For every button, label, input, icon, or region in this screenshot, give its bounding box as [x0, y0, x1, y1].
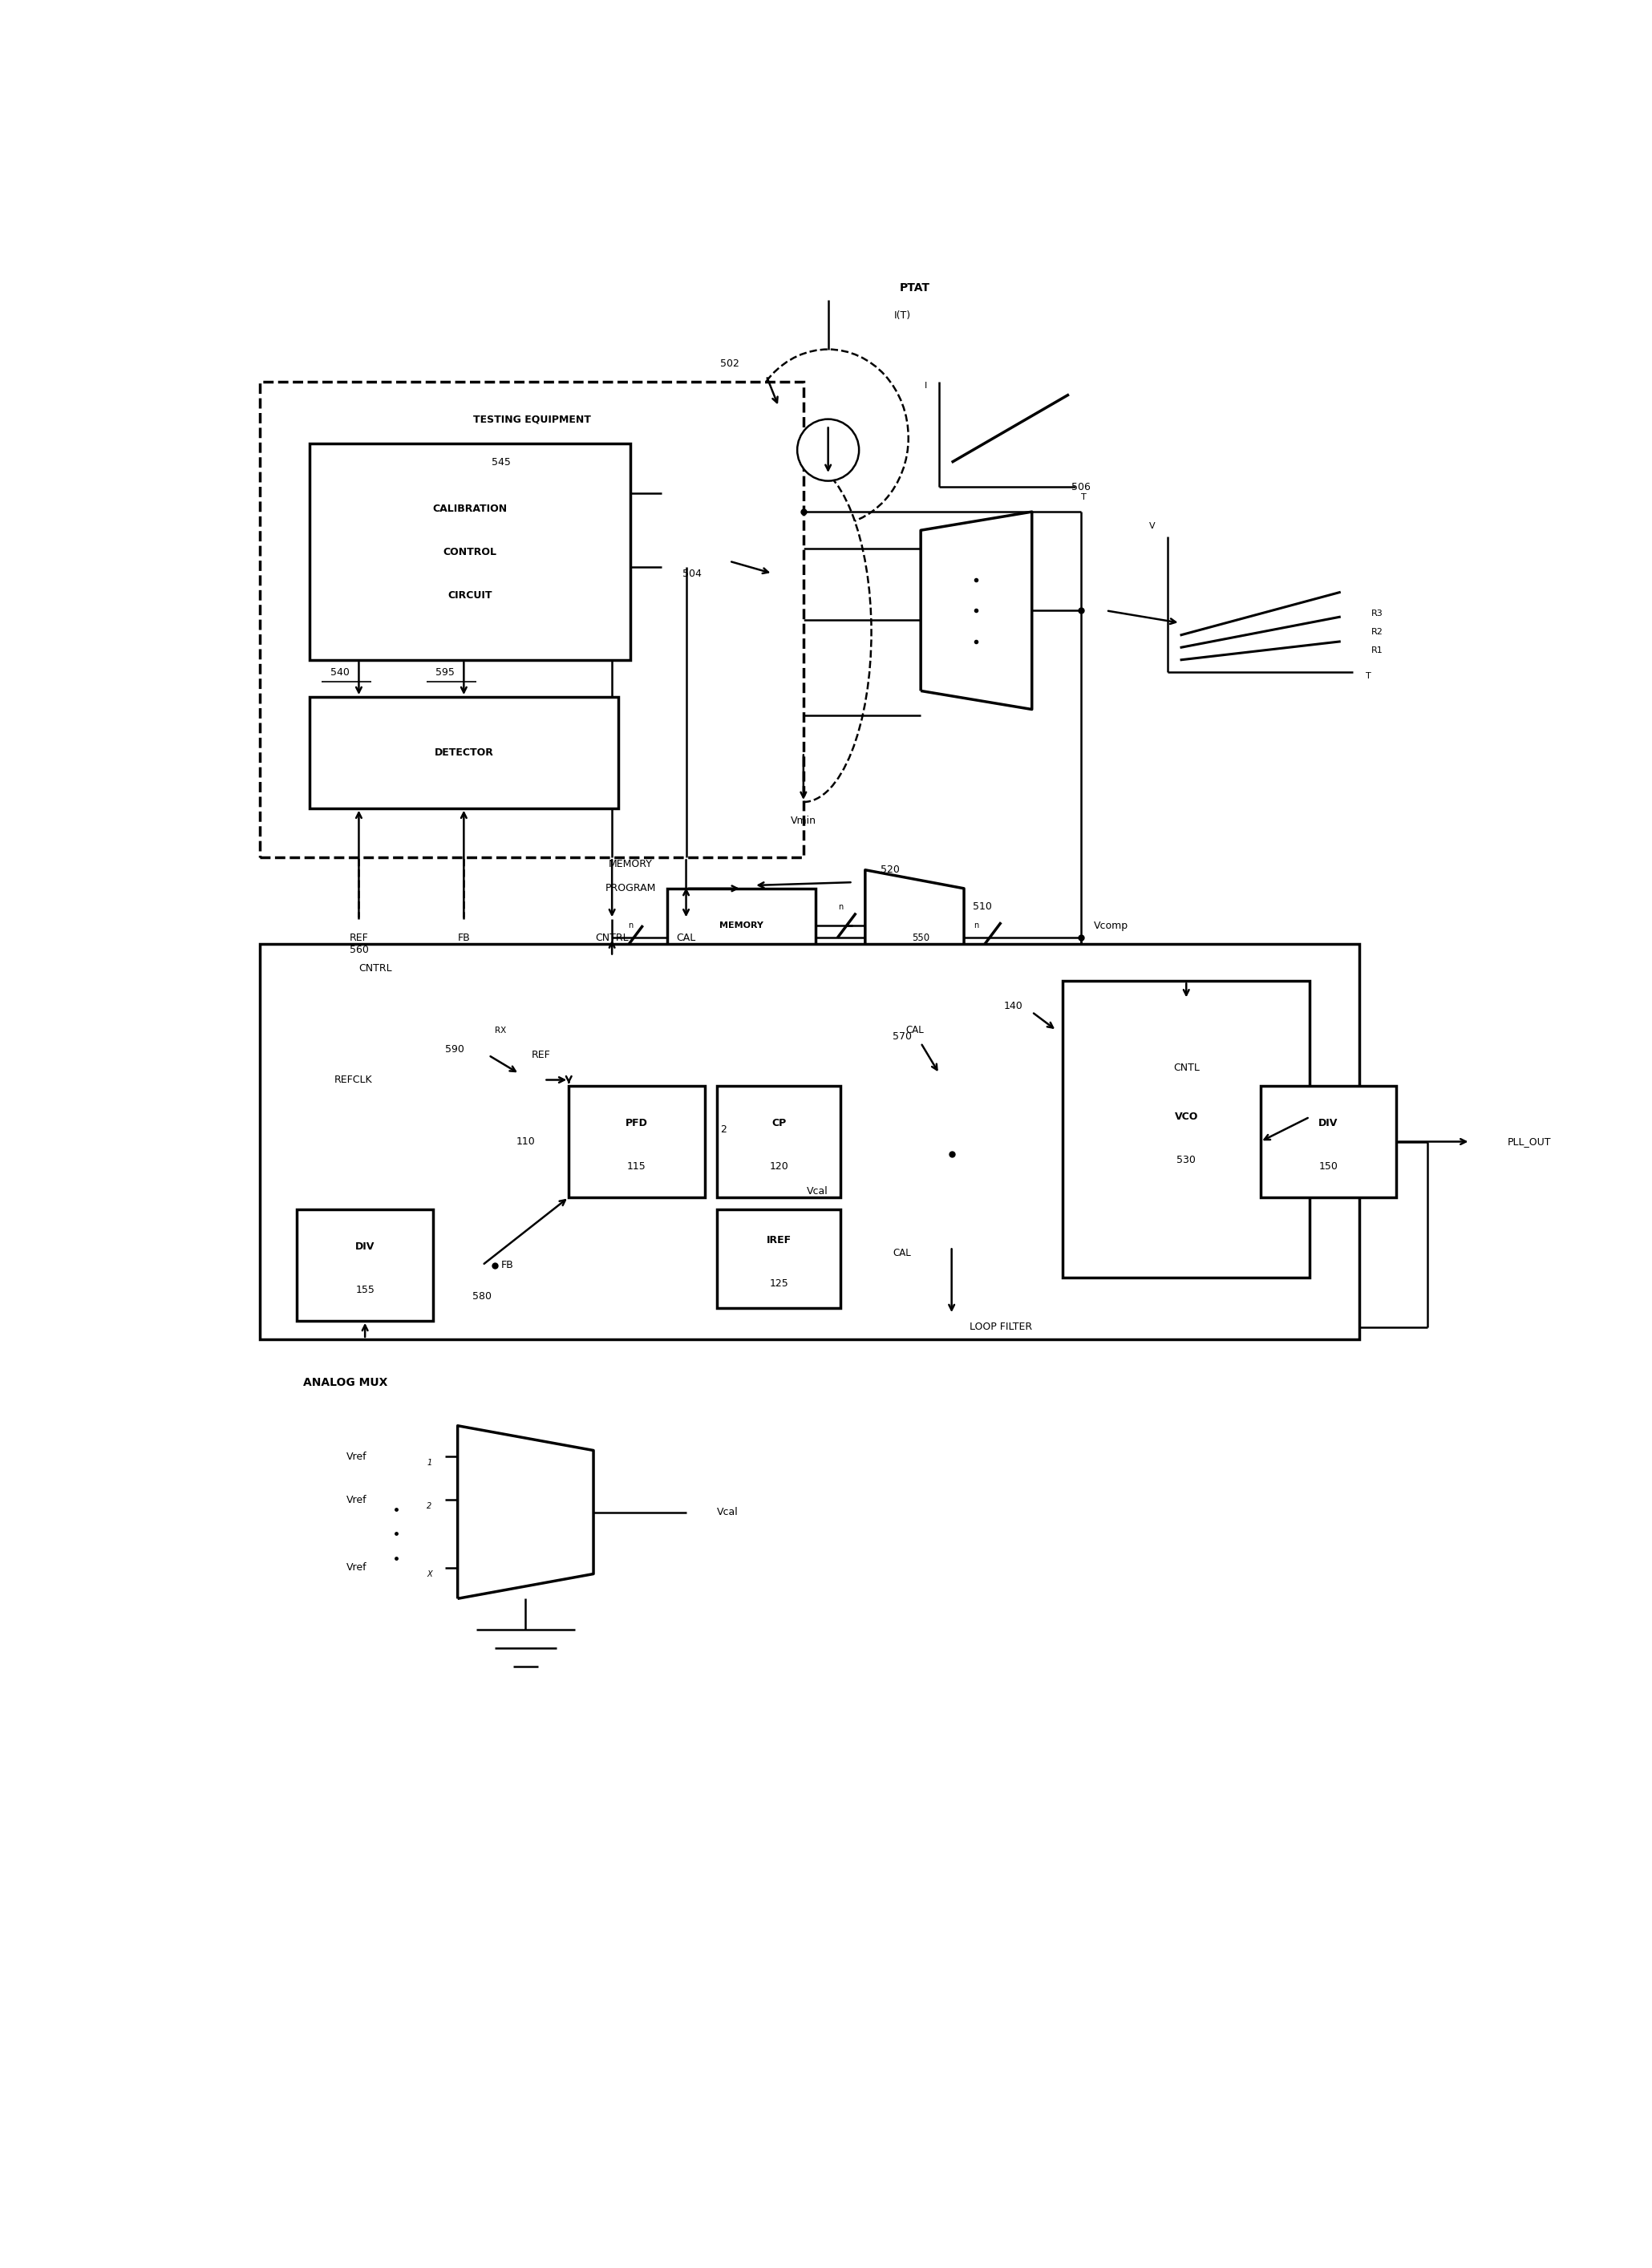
Text: 540: 540	[330, 667, 350, 678]
Text: LOOP FILTER: LOOP FILTER	[970, 1322, 1032, 1331]
Text: 580: 580	[472, 1290, 492, 1302]
Text: n: n	[973, 921, 980, 930]
Text: T: T	[1082, 492, 1087, 501]
Text: Vmin: Vmin	[791, 814, 816, 826]
Text: IREF: IREF	[767, 1236, 791, 1245]
Bar	[309, 445, 631, 660]
Text: REF: REF	[349, 932, 368, 943]
Text: CALIBRATION: CALIBRATION	[433, 503, 507, 515]
Text: 150: 150	[1318, 1161, 1338, 1173]
Text: 115: 115	[628, 1161, 646, 1173]
Text: CNTRL: CNTRL	[358, 964, 392, 973]
Circle shape	[798, 420, 859, 481]
Text: 506: 506	[1072, 481, 1090, 492]
Text: CONTROL: CONTROL	[443, 547, 497, 558]
Text: PFD: PFD	[626, 1118, 648, 1127]
Text: DIV: DIV	[1318, 1118, 1338, 1127]
Text: 2: 2	[426, 1501, 431, 1510]
Text: PROGRAM: PROGRAM	[605, 882, 656, 894]
Text: 520: 520	[881, 864, 899, 875]
Text: DIV: DIV	[355, 1241, 375, 1252]
Text: CIRCUIT: CIRCUIT	[448, 590, 492, 601]
Text: MEMORY: MEMORY	[608, 860, 653, 869]
Text: CP: CP	[771, 1118, 786, 1127]
Bar	[259, 943, 1360, 1338]
Text: REF: REF	[532, 1050, 550, 1061]
Bar	[667, 889, 816, 962]
Text: X: X	[426, 1569, 433, 1579]
Bar	[1260, 1086, 1396, 1198]
Text: CAL: CAL	[894, 1247, 912, 1259]
Text: PTAT: PTAT	[899, 281, 930, 293]
Text: Vref: Vref	[347, 1495, 367, 1506]
Text: 504: 504	[682, 569, 702, 578]
Text: 560: 560	[349, 946, 368, 955]
Text: I: I	[925, 381, 927, 390]
Text: CAL: CAL	[905, 1025, 923, 1036]
Text: VCO: VCO	[1175, 1111, 1198, 1123]
Text: n: n	[838, 903, 843, 912]
Text: PLL_OUT: PLL_OUT	[1507, 1136, 1551, 1148]
Bar	[259, 381, 803, 857]
Text: T: T	[1365, 671, 1371, 680]
Text: TESTING EQUIPMENT: TESTING EQUIPMENT	[472, 415, 591, 424]
Ellipse shape	[748, 349, 909, 526]
Text: FB: FB	[458, 932, 471, 943]
Text: V: V	[1150, 522, 1155, 531]
Text: R1: R1	[1371, 646, 1383, 655]
Text: n: n	[628, 921, 633, 930]
Text: CAL: CAL	[676, 932, 695, 943]
Text: 595: 595	[436, 667, 454, 678]
Text: 510: 510	[973, 903, 993, 912]
Text: 530: 530	[1176, 1154, 1196, 1166]
Text: I(T): I(T)	[894, 311, 910, 320]
Text: 570: 570	[892, 1032, 912, 1041]
Text: 545: 545	[491, 458, 510, 467]
Text: REFCLK: REFCLK	[334, 1075, 372, 1084]
Ellipse shape	[890, 1073, 1013, 1320]
Text: 550: 550	[912, 932, 930, 943]
Text: CNTRL: CNTRL	[595, 932, 629, 943]
Text: 2: 2	[720, 1125, 727, 1134]
Text: 1: 1	[426, 1458, 431, 1467]
Text: Vcal: Vcal	[806, 1186, 828, 1195]
Text: Vref: Vref	[347, 1452, 367, 1463]
Text: 155: 155	[355, 1284, 375, 1295]
Bar	[297, 1209, 433, 1320]
Bar	[1062, 982, 1310, 1277]
Text: Vcal: Vcal	[717, 1506, 738, 1517]
Text: R2: R2	[1371, 628, 1383, 637]
Text: 502: 502	[720, 358, 738, 370]
Bar	[309, 696, 618, 807]
Bar	[568, 1086, 705, 1198]
Text: MEMORY: MEMORY	[720, 921, 763, 930]
Text: 120: 120	[770, 1161, 788, 1173]
Ellipse shape	[735, 463, 871, 803]
Text: CNTL: CNTL	[1173, 1061, 1199, 1073]
Text: ANALOG MUX: ANALOG MUX	[304, 1377, 388, 1388]
Text: 140: 140	[1004, 1000, 1023, 1012]
Bar	[717, 1086, 841, 1198]
Text: Vref: Vref	[347, 1563, 367, 1574]
Text: 110: 110	[515, 1136, 535, 1148]
Text: 125: 125	[770, 1279, 788, 1288]
Text: RX: RX	[496, 1027, 507, 1034]
Text: 590: 590	[446, 1043, 464, 1055]
Text: Vcomp: Vcomp	[1094, 921, 1128, 930]
Text: R3: R3	[1371, 610, 1383, 617]
Text: FB: FB	[501, 1261, 514, 1270]
Bar	[717, 1209, 841, 1309]
Text: DETECTOR: DETECTOR	[434, 748, 494, 758]
